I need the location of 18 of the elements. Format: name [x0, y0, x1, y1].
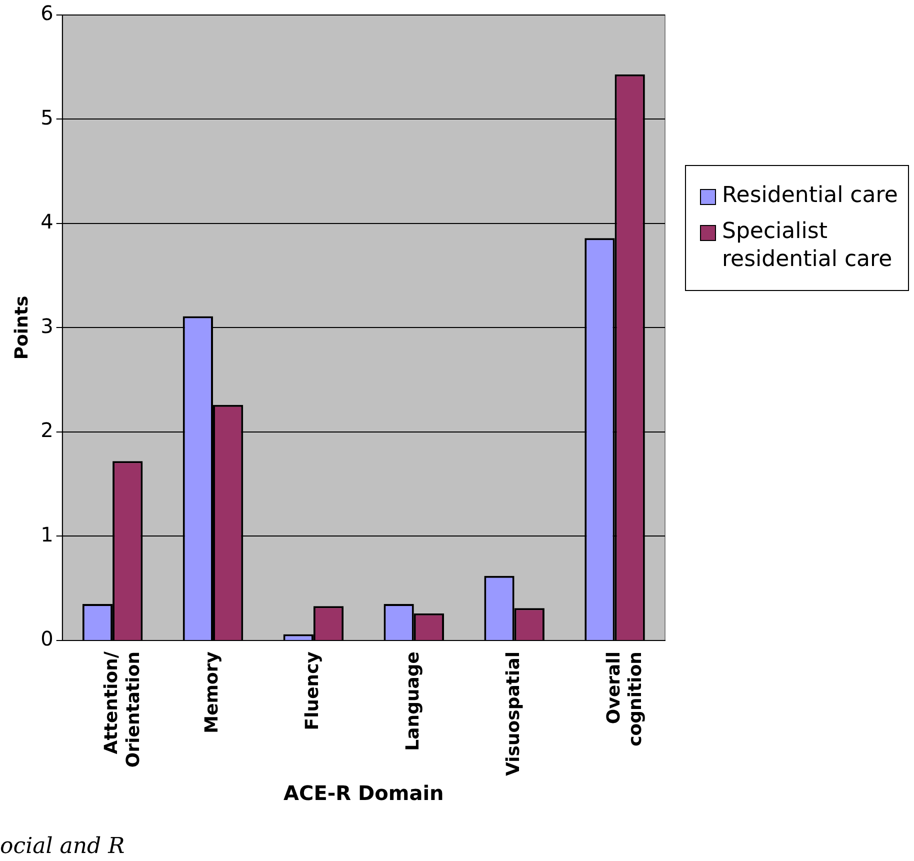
- y-tick-label: 4: [40, 210, 54, 234]
- x-tick-label: Visuospatial: [503, 651, 524, 776]
- y-tick-label: 5: [40, 105, 54, 130]
- legend-label: Residential care: [722, 182, 898, 210]
- legend-label: Specialist residential care: [722, 218, 894, 274]
- y-axis-title: Points: [11, 296, 32, 360]
- y-tick-label: 0: [40, 626, 54, 651]
- x-tick-label: Language: [402, 651, 424, 751]
- y-tick-label: 1: [40, 522, 54, 546]
- x-axis-title: ACE-R Domain: [284, 781, 444, 806]
- x-tick-label: Fluency: [302, 651, 324, 730]
- y-tick-label: 6: [40, 1, 54, 26]
- y-tick-label: 2: [40, 418, 54, 442]
- x-tick-label: Overall cognition: [603, 651, 646, 746]
- x-tick-label: Memory: [202, 651, 223, 734]
- x-tick-label: Attention/ Orientation: [101, 651, 144, 768]
- y-tick-label: 3: [40, 314, 54, 338]
- text: ocial and R: [0, 834, 125, 859]
